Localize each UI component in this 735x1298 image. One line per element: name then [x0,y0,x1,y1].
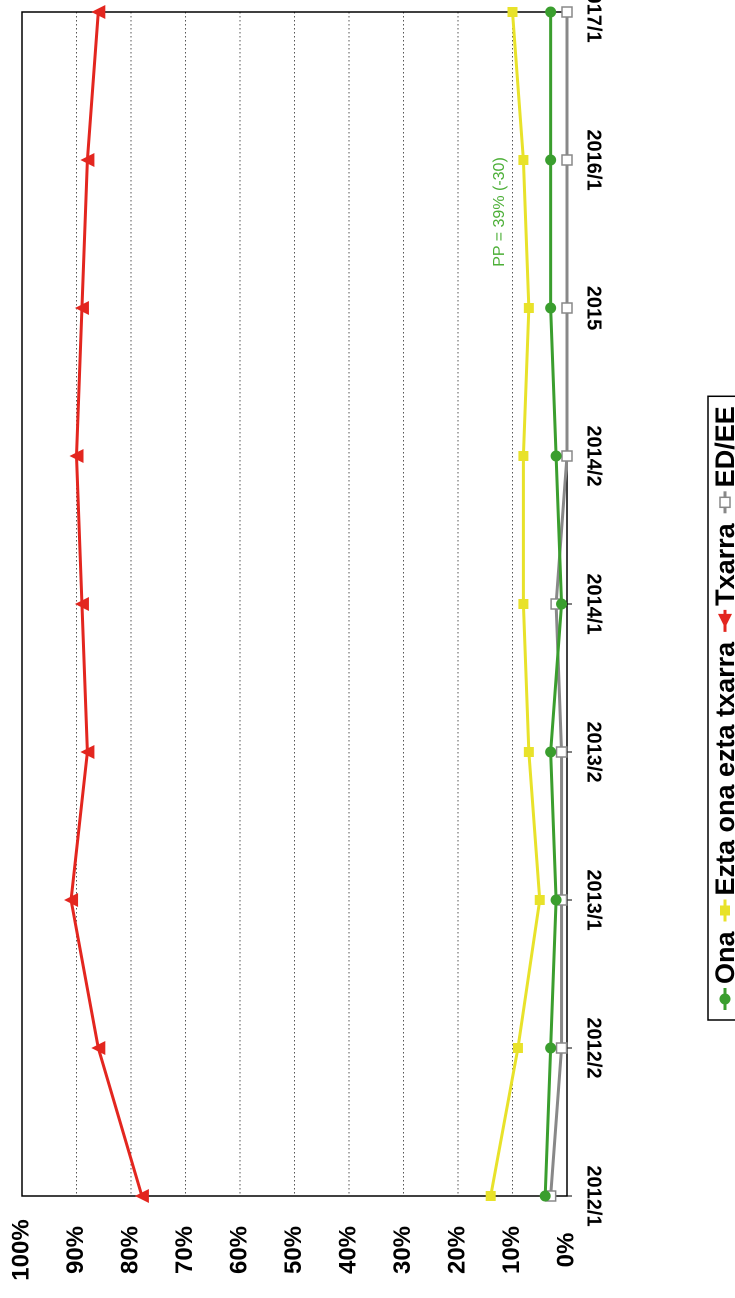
legend-label: Ona [710,931,735,984]
data-point [719,496,731,509]
data-point [518,599,529,609]
legend-label: Txarra [710,522,735,606]
data-point [550,894,562,906]
y-tick-label: 20% [443,1226,470,1274]
data-point [518,451,529,461]
legend: Ona Ezta ona ezta txarra Txarra ED/EE [707,395,735,1021]
x-tick-label: 2017/1 [583,0,605,43]
data-point [545,746,557,758]
data-point [555,746,568,758]
data-point [518,155,529,165]
data-point [545,154,557,166]
y-tick-label: 10% [498,1226,525,1274]
y-tick-label: 60% [225,1226,252,1274]
data-point [507,7,518,17]
data-point [720,905,730,916]
data-point [556,598,568,610]
data-point [523,303,534,313]
data-point [545,1042,557,1054]
y-tick-label: 80% [116,1226,143,1274]
data-point [512,1043,523,1053]
annotation: PP = 39% (-30) [491,157,508,267]
y-tick-label: 100% [7,1219,34,1280]
x-tick-label: 2012/1 [583,1165,605,1226]
data-point [91,5,106,19]
data-point [561,302,573,314]
data-point [718,613,732,628]
legend-label: Ezta ona ezta txarra [710,641,735,896]
data-point [545,302,557,314]
y-tick-label: 90% [62,1226,89,1274]
data-point [69,449,84,463]
x-tick-label: 2012/2 [583,1017,605,1078]
x-tick-label: 2016/1 [583,129,605,190]
x-tick-label: 2013/2 [583,721,605,782]
data-point [91,1041,106,1055]
data-point [80,745,95,759]
data-point [539,1190,551,1202]
plot-area: 0% 10% 20% 30% 40% 50% 60% 70% 80% 90% 100% 2012/1 2… [7,0,604,1281]
data-point [555,1042,568,1054]
data-point [534,895,545,905]
legend-label: ED/EE [710,406,735,487]
data-point [74,597,89,611]
data-point [719,993,731,1005]
x-tick-label: 2014/2 [583,425,605,486]
data-point [64,893,79,907]
y-tick-label: 50% [280,1226,307,1274]
data-point [80,153,95,167]
y-tick-label: 30% [389,1226,416,1274]
data-point [561,450,573,462]
y-tick-label: 70% [171,1226,198,1274]
data-point [134,1189,149,1203]
y-tick-label: 0% [552,1233,579,1268]
data-point [561,154,573,166]
data-point [523,747,534,757]
data-point [485,1191,496,1201]
data-point [550,450,562,462]
data-point [561,6,573,18]
x-tick-label: 2014/1 [583,573,605,634]
x-tick-label: 2013/1 [583,869,605,930]
y-tick-label: 40% [334,1226,361,1274]
data-point [545,6,557,18]
x-tick-label: 2015 [583,286,605,331]
data-point [74,301,89,315]
legend-box [707,395,735,1021]
